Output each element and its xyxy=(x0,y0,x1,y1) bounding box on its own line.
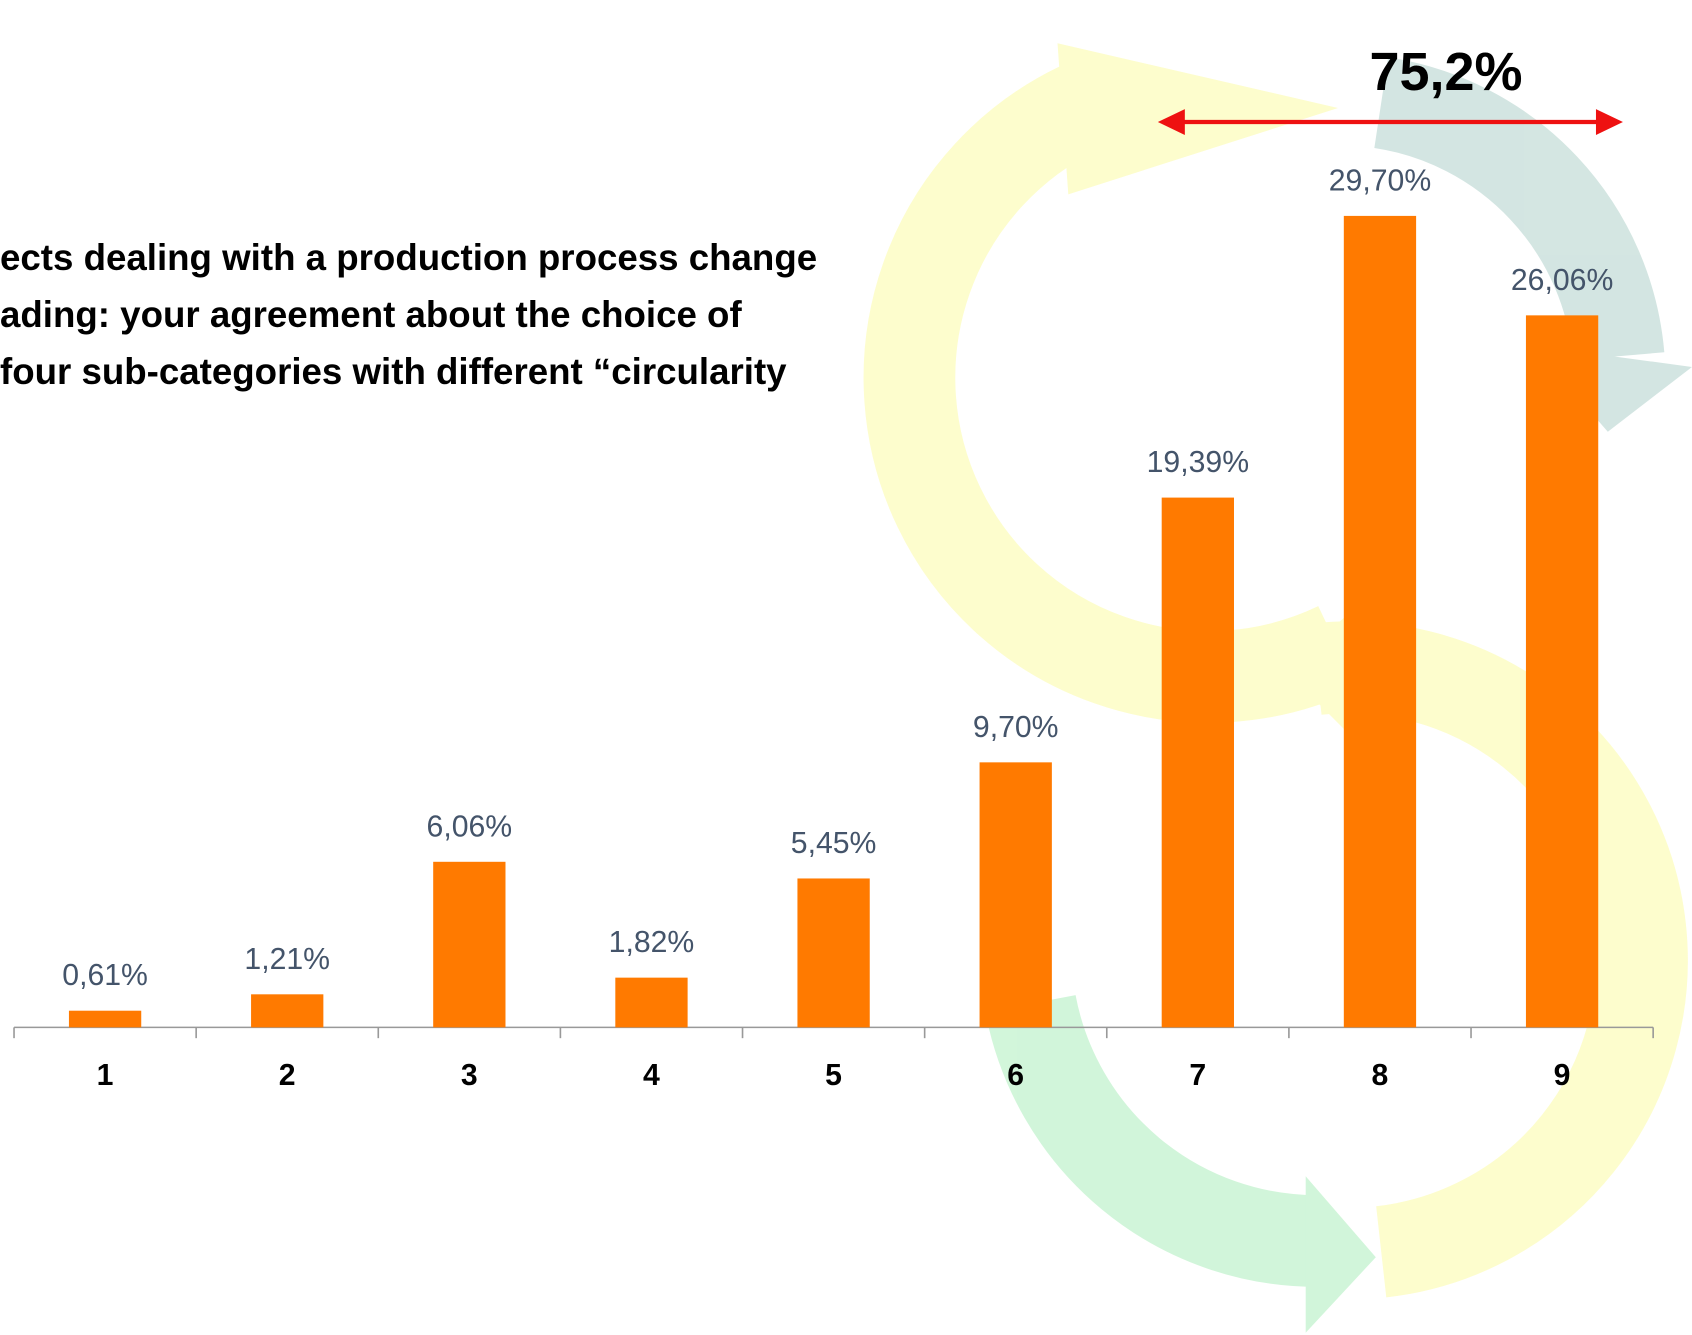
bar xyxy=(251,994,324,1028)
arrow-head-right xyxy=(1595,109,1623,135)
bar xyxy=(615,977,688,1028)
arrow-head-left xyxy=(1157,109,1185,135)
x-tick-label: 6 xyxy=(1007,1059,1024,1092)
data-label: 26,06% xyxy=(1511,264,1613,297)
x-tick-label: 9 xyxy=(1554,1059,1571,1092)
x-tick-label: 1 xyxy=(97,1059,114,1092)
data-label: 1,21% xyxy=(244,943,330,976)
bar xyxy=(1161,497,1234,1028)
arc-yellow-bottom xyxy=(1311,621,1688,1298)
range-arrow xyxy=(1157,109,1623,135)
bar xyxy=(1343,215,1417,1028)
data-label: 6,06% xyxy=(427,810,513,843)
chart-title-line: four sub-categories with different “circ… xyxy=(0,351,787,392)
data-label: 1,82% xyxy=(609,926,695,959)
bar xyxy=(797,878,870,1028)
bar xyxy=(68,1010,142,1028)
x-tick-label: 7 xyxy=(1189,1059,1206,1092)
data-label: 0,61% xyxy=(62,959,148,992)
data-label: 9,70% xyxy=(973,711,1059,744)
arc-green xyxy=(985,994,1318,1287)
data-label: 19,39% xyxy=(1147,446,1249,479)
x-tick-label: 5 xyxy=(825,1059,842,1092)
bar xyxy=(433,861,506,1028)
x-tick-label: 4 xyxy=(643,1059,660,1092)
annotation: 75,2% xyxy=(1370,42,1523,102)
x-tick-label: 3 xyxy=(461,1059,478,1092)
arrowhead-green xyxy=(1305,1176,1376,1333)
bar xyxy=(979,762,1052,1028)
arc-yellow-top xyxy=(863,66,1358,723)
x-tick-label: 8 xyxy=(1372,1059,1389,1092)
chart-title-line: ects dealing with a production process c… xyxy=(0,237,817,278)
arc-teal xyxy=(1373,57,1665,361)
data-label: 29,70% xyxy=(1329,164,1431,197)
arrowhead-yellow xyxy=(1057,43,1339,195)
data-label: 5,45% xyxy=(791,827,877,860)
background-decoration xyxy=(863,43,1692,1333)
bar xyxy=(1525,315,1599,1028)
chart-title-line: ading: your agreement about the choice o… xyxy=(0,294,742,335)
x-tick-label: 2 xyxy=(279,1059,296,1092)
